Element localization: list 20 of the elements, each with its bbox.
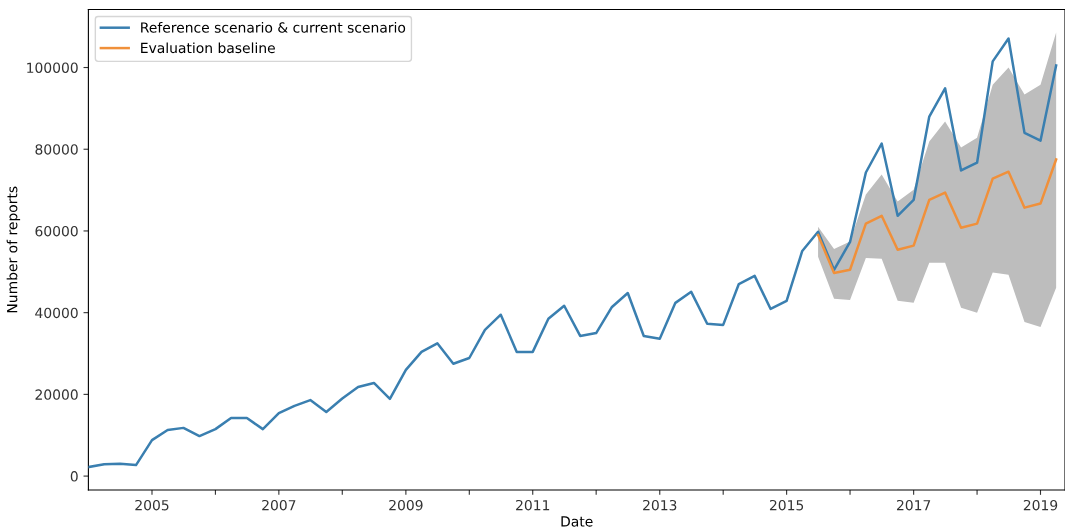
x-tick-label: 2011	[516, 499, 550, 511]
x-tick-label: 2009	[389, 499, 423, 511]
y-tick-label: 100000	[27, 62, 78, 73]
x-tick-label: 2015	[769, 499, 804, 511]
legend-label: Evaluation baseline	[141, 42, 275, 54]
y-tick-label: 60000	[35, 225, 78, 237]
x-tick-label: 2005	[135, 499, 169, 511]
line-series	[88, 37, 1058, 469]
y-axis-title: Number of reports	[6, 186, 21, 313]
line-series	[816, 158, 1058, 275]
y-tick-label: 80000	[35, 144, 78, 155]
x-tick-label: 2007	[262, 499, 296, 511]
x-tick-label: 2013	[643, 499, 677, 511]
x-tick-label: 2017	[896, 499, 931, 511]
legend-label: Reference scenario & current scenario	[141, 22, 406, 33]
y-tick-label: 0	[70, 471, 78, 482]
y-tick-label: 40000	[35, 307, 78, 319]
x-tick-label: 2019	[1023, 499, 1058, 511]
y-tick-label: 20000	[35, 389, 78, 400]
x-axis-title: Date	[561, 516, 593, 527]
